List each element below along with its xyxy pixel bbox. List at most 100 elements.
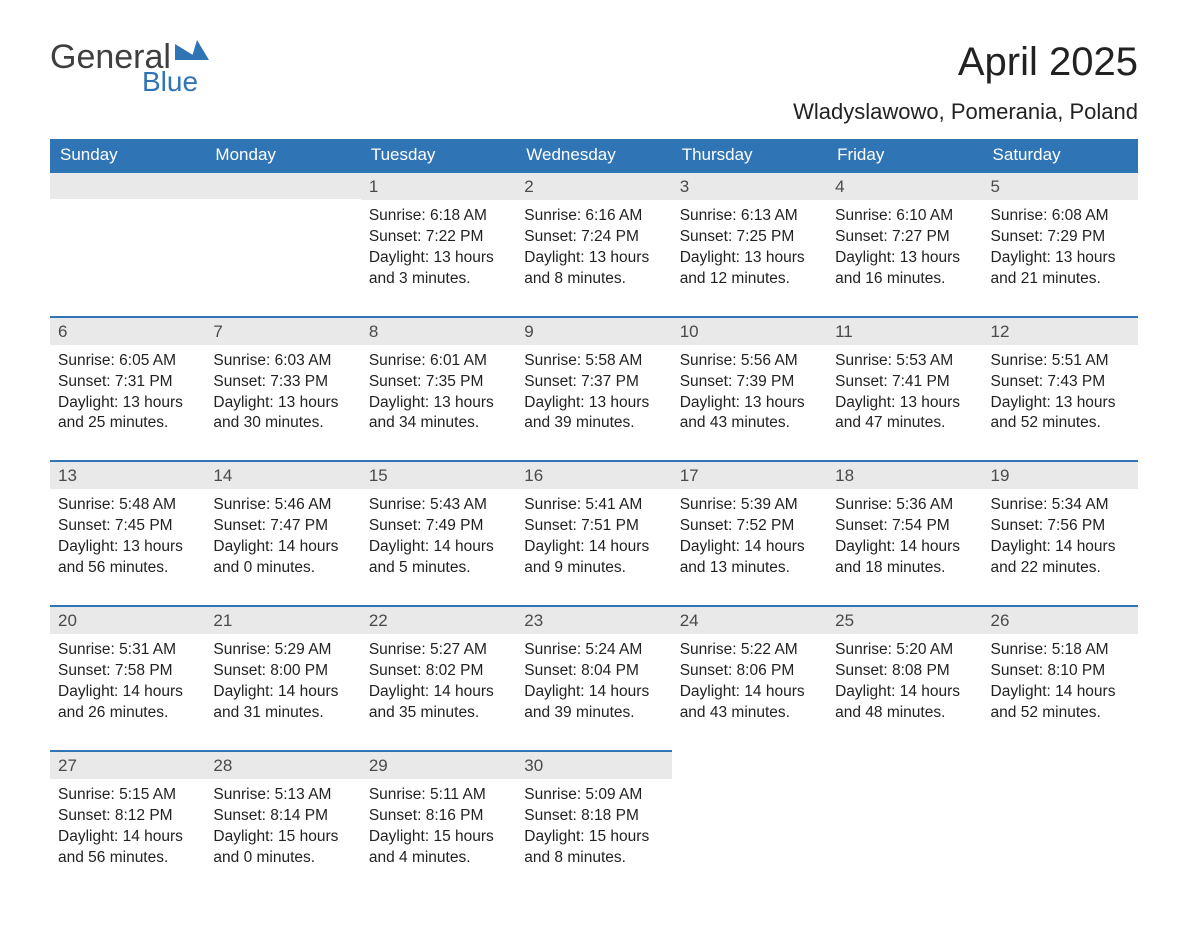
day-number: 14 [205, 460, 360, 489]
calendar-week-row: 27Sunrise: 5:15 AMSunset: 8:12 PMDayligh… [50, 750, 1138, 895]
daylight-line: Daylight: 14 hours and 9 minutes. [524, 537, 663, 579]
sunrise-line: Sunrise: 5:24 AM [524, 640, 663, 661]
calendar-cell: 29 Sunrise: 5:11 AMSunset: 8:16 PMDayligh… [361, 750, 516, 895]
sunrise-line: Sunrise: 5:29 AM [213, 640, 352, 661]
calendar-cell: 8Sunrise: 6:01 AMSunset: 7:35 PMDaylight… [361, 316, 516, 461]
sunrise-line: Sunrise: 5:22 AM [680, 640, 819, 661]
weekday-header: Wednesday [516, 139, 671, 171]
calendar-cell: 17Sunrise: 5:39 AMSunset: 7:52 PMDayligh… [672, 460, 827, 605]
sunset-line: Sunset: 7:56 PM [991, 516, 1130, 537]
sunrise-line: Sunrise: 5:34 AM [991, 495, 1130, 516]
sunrise-line: Sunrise: 5:41 AM [524, 495, 663, 516]
sunrise-line: Sunrise: 5:36 AM [835, 495, 974, 516]
sunrise-line: Sunrise: 5:43 AM [369, 495, 508, 516]
day-number: 26 [983, 605, 1138, 634]
sunset-line: Sunset: 8:16 PM [369, 806, 508, 827]
daylight-line: Daylight: 14 hours and 22 minutes. [991, 537, 1130, 579]
calendar-cell: 24Sunrise: 5:22 AMSunset: 8:06 PMDayligh… [672, 605, 827, 750]
day-details: Sunrise: 5:09 AMSunset: 8:18 PMDaylight:… [516, 779, 671, 895]
day-details: Sunrise: 6:03 AMSunset: 7:33 PMDaylight:… [205, 345, 360, 461]
calendar-week-row: 20Sunrise: 5:31 AMSunset: 7:58 PMDayligh… [50, 605, 1138, 750]
day-details: Sunrise: 6:18 AMSunset: 7:22 PMDaylight:… [361, 200, 516, 316]
day-number: 21 [205, 605, 360, 634]
day-details: Sunrise: 6:10 AMSunset: 7:27 PMDaylight:… [827, 200, 982, 316]
day-details: Sunrise: 5:22 AMSunset: 8:06 PMDaylight:… [672, 634, 827, 750]
calendar-cell: 19 Sunrise: 5:34 AMSunset: 7:56 PMDayligh… [983, 460, 1138, 605]
sunset-line: Sunset: 7:49 PM [369, 516, 508, 537]
day-number: 29 [361, 750, 516, 779]
day-details: Sunrise: 5:29 AMSunset: 8:00 PMDaylight:… [205, 634, 360, 750]
weekday-header-row: SundayMondayTuesdayWednesdayThursdayFrid… [50, 139, 1138, 171]
weekday-header: Monday [205, 139, 360, 171]
day-details: Sunrise: 5:48 AMSunset: 7:45 PMDaylight:… [50, 489, 205, 605]
day-details: Sunrise: 5:15 AMSunset: 8:12 PMDaylight:… [50, 779, 205, 895]
day-number: 11 [827, 316, 982, 345]
calendar-cell: 7Sunrise: 6:03 AMSunset: 7:33 PMDaylight… [205, 316, 360, 461]
day-number: 28 [205, 750, 360, 779]
sunrise-line: Sunrise: 5:51 AM [991, 351, 1130, 372]
sunrise-line: Sunrise: 5:11 AM [369, 785, 508, 806]
calendar-cell [983, 750, 1138, 895]
daylight-line: Daylight: 13 hours and 16 minutes. [835, 248, 974, 290]
calendar-cell: 23Sunrise: 5:24 AMSunset: 8:04 PMDayligh… [516, 605, 671, 750]
day-details: Sunrise: 5:31 AMSunset: 7:58 PMDaylight:… [50, 634, 205, 750]
daylight-line: Daylight: 13 hours and 25 minutes. [58, 393, 197, 435]
sunrise-line: Sunrise: 5:09 AM [524, 785, 663, 806]
empty-day-content [50, 199, 205, 231]
day-details: Sunrise: 5:39 AMSunset: 7:52 PMDaylight:… [672, 489, 827, 605]
day-details: Sunrise: 5:58 AMSunset: 7:37 PMDaylight:… [516, 345, 671, 461]
sunset-line: Sunset: 7:52 PM [680, 516, 819, 537]
sunrise-line: Sunrise: 5:48 AM [58, 495, 197, 516]
daylight-line: Daylight: 14 hours and 31 minutes. [213, 682, 352, 724]
sunrise-line: Sunrise: 5:56 AM [680, 351, 819, 372]
day-details: Sunrise: 5:20 AMSunset: 8:08 PMDaylight:… [827, 634, 982, 750]
daylight-line: Daylight: 15 hours and 4 minutes. [369, 827, 508, 869]
calendar-table: SundayMondayTuesdayWednesdayThursdayFrid… [50, 139, 1138, 894]
calendar-cell: 30Sunrise: 5:09 AMSunset: 8:18 PMDayligh… [516, 750, 671, 895]
weekday-header: Tuesday [361, 139, 516, 171]
sunrise-line: Sunrise: 6:18 AM [369, 206, 508, 227]
logo-text-blue: Blue [142, 68, 211, 96]
day-details: Sunrise: 5:51 AMSunset: 7:43 PMDaylight:… [983, 345, 1138, 461]
calendar-cell: 20Sunrise: 5:31 AMSunset: 7:58 PMDayligh… [50, 605, 205, 750]
empty-day-content [205, 199, 360, 231]
sunset-line: Sunset: 7:54 PM [835, 516, 974, 537]
calendar-cell: 10Sunrise: 5:56 AMSunset: 7:39 PMDayligh… [672, 316, 827, 461]
empty-day-header [205, 171, 360, 199]
day-number: 6 [50, 316, 205, 345]
day-number: 24 [672, 605, 827, 634]
daylight-line: Daylight: 14 hours and 5 minutes. [369, 537, 508, 579]
day-number: 19 [983, 460, 1138, 489]
daylight-line: Daylight: 14 hours and 52 minutes. [991, 682, 1130, 724]
daylight-line: Daylight: 14 hours and 18 minutes. [835, 537, 974, 579]
daylight-line: Daylight: 13 hours and 52 minutes. [991, 393, 1130, 435]
day-number: 22 [361, 605, 516, 634]
sunset-line: Sunset: 7:41 PM [835, 372, 974, 393]
sunset-line: Sunset: 7:27 PM [835, 227, 974, 248]
calendar-cell: 25Sunrise: 5:20 AMSunset: 8:08 PMDayligh… [827, 605, 982, 750]
day-number: 13 [50, 460, 205, 489]
location-text: Wladyslawowo, Pomerania, Poland [793, 99, 1138, 125]
day-number: 8 [361, 316, 516, 345]
calendar-cell: 2Sunrise: 6:16 AMSunset: 7:24 PMDaylight… [516, 171, 671, 316]
sunrise-line: Sunrise: 5:53 AM [835, 351, 974, 372]
sunset-line: Sunset: 7:25 PM [680, 227, 819, 248]
daylight-line: Daylight: 13 hours and 39 minutes. [524, 393, 663, 435]
calendar-cell [205, 171, 360, 316]
empty-day-header [50, 171, 205, 199]
calendar-cell [50, 171, 205, 316]
day-details: Sunrise: 5:46 AMSunset: 7:47 PMDaylight:… [205, 489, 360, 605]
day-number: 20 [50, 605, 205, 634]
day-details: Sunrise: 5:36 AMSunset: 7:54 PMDaylight:… [827, 489, 982, 605]
sunrise-line: Sunrise: 6:05 AM [58, 351, 197, 372]
daylight-line: Daylight: 13 hours and 12 minutes. [680, 248, 819, 290]
day-number: 9 [516, 316, 671, 345]
weekday-header: Sunday [50, 139, 205, 171]
day-details: Sunrise: 5:53 AMSunset: 7:41 PMDaylight:… [827, 345, 982, 461]
sunrise-line: Sunrise: 5:20 AM [835, 640, 974, 661]
sunset-line: Sunset: 8:14 PM [213, 806, 352, 827]
logo-flag-icon [175, 40, 211, 68]
sunset-line: Sunset: 7:47 PM [213, 516, 352, 537]
sunset-line: Sunset: 8:02 PM [369, 661, 508, 682]
calendar-cell: 16Sunrise: 5:41 AMSunset: 7:51 PMDayligh… [516, 460, 671, 605]
